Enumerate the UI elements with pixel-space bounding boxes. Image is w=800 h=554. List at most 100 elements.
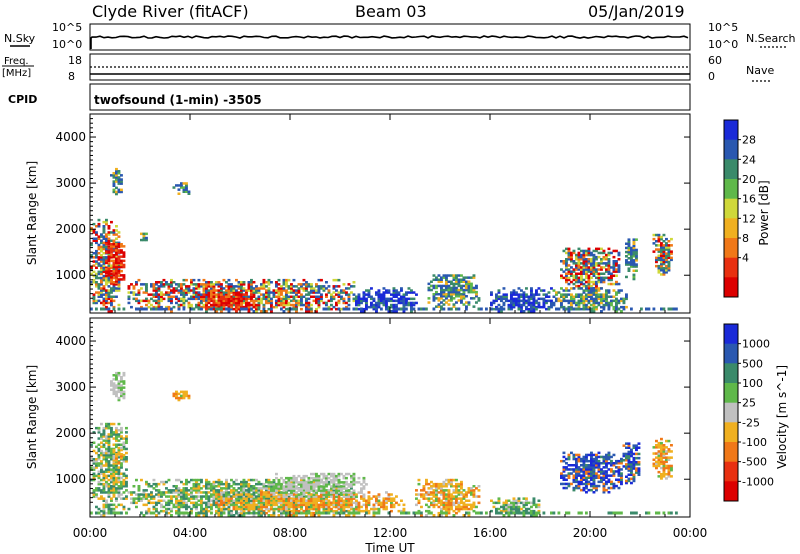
echo-cell bbox=[125, 476, 128, 480]
echo-cell bbox=[320, 497, 323, 500]
echo-cell bbox=[210, 493, 213, 496]
echo-cell bbox=[185, 497, 188, 500]
echo-cell bbox=[352, 299, 356, 303]
echo-cell bbox=[455, 478, 458, 482]
echo-cell bbox=[345, 476, 348, 480]
echo-cell bbox=[327, 285, 331, 288]
echo-cell bbox=[662, 269, 666, 272]
echo-cell bbox=[250, 503, 253, 507]
echo-cell bbox=[117, 190, 121, 194]
echo-cell bbox=[527, 295, 531, 298]
echo-cell bbox=[465, 505, 468, 509]
echo-cell bbox=[457, 507, 461, 511]
echo-cell bbox=[587, 262, 591, 265]
echo-cell bbox=[205, 485, 208, 488]
echo-cell bbox=[357, 491, 361, 494]
echo-cell bbox=[280, 291, 283, 294]
echo-cell bbox=[540, 297, 543, 301]
echo-cell bbox=[302, 480, 306, 484]
echo-cell bbox=[257, 497, 261, 500]
echo-cell bbox=[115, 499, 118, 502]
echo-cell bbox=[577, 266, 581, 269]
echo-cell bbox=[180, 297, 183, 301]
echo-cell bbox=[282, 505, 286, 509]
echo-cell bbox=[335, 307, 338, 311]
echo-cell bbox=[140, 499, 143, 502]
date-title: 05/Jan/2019 bbox=[588, 2, 685, 21]
echo-cell bbox=[260, 509, 263, 513]
echo-cell bbox=[112, 493, 116, 496]
echo-cell bbox=[265, 489, 268, 492]
echo-cell bbox=[300, 493, 303, 496]
echo-cell bbox=[175, 495, 178, 498]
echo-cell bbox=[395, 295, 398, 298]
echo-cell bbox=[157, 301, 161, 305]
echo-cell bbox=[115, 478, 118, 482]
echo-cell bbox=[182, 491, 186, 494]
echo-cell bbox=[577, 293, 581, 296]
echo-cell bbox=[275, 491, 278, 494]
echo-cell bbox=[257, 505, 261, 509]
echo-cell bbox=[365, 509, 368, 513]
echo-cell bbox=[532, 305, 536, 309]
echo-cell bbox=[365, 293, 368, 296]
echo-cell bbox=[182, 295, 186, 298]
echo-cell bbox=[667, 240, 671, 243]
echo-cell bbox=[307, 491, 311, 494]
echo-cell bbox=[105, 256, 108, 259]
echo-cell bbox=[330, 503, 333, 507]
echo-cell bbox=[577, 307, 581, 311]
echo-cell bbox=[107, 281, 111, 284]
echo-cell bbox=[612, 305, 616, 309]
echo-cell bbox=[582, 249, 586, 253]
echo-cell bbox=[207, 291, 211, 294]
echo-cell bbox=[475, 295, 478, 298]
echo-cell bbox=[490, 301, 493, 305]
echo-cell bbox=[432, 495, 436, 498]
echo-cell bbox=[182, 495, 186, 498]
echo-cell bbox=[575, 268, 578, 271]
echo-cell bbox=[560, 305, 563, 309]
echo-cell bbox=[97, 474, 101, 478]
echo-cell bbox=[95, 426, 98, 430]
echo-cell bbox=[625, 250, 628, 254]
echo-cell bbox=[530, 293, 533, 296]
echo-cell bbox=[210, 503, 213, 507]
echo-cell bbox=[595, 255, 598, 259]
echo-cell bbox=[590, 253, 593, 257]
echo-cell bbox=[440, 503, 443, 507]
echo-cell bbox=[570, 274, 573, 277]
echo-cell bbox=[257, 491, 261, 494]
echo-cell bbox=[307, 499, 311, 502]
echo-cell bbox=[342, 505, 346, 509]
echo-cell bbox=[320, 503, 323, 507]
echo-cell bbox=[227, 299, 231, 303]
echo-cell bbox=[607, 303, 611, 307]
echo-cell bbox=[125, 485, 128, 488]
echo-cell bbox=[302, 289, 306, 292]
echo-cell bbox=[582, 299, 586, 303]
echo-cell bbox=[585, 295, 588, 298]
echo-cell bbox=[267, 493, 271, 496]
echo-cell bbox=[602, 307, 606, 311]
echo-cell bbox=[242, 493, 246, 496]
echo-cell bbox=[102, 227, 106, 230]
echo-cell bbox=[110, 489, 113, 492]
echo-cell bbox=[232, 505, 236, 509]
echo-cell bbox=[257, 507, 261, 511]
echo-cell bbox=[615, 291, 618, 294]
echo-cell bbox=[462, 303, 466, 306]
echo-cell bbox=[377, 301, 381, 305]
echo-cell bbox=[307, 297, 311, 301]
echo-cell bbox=[212, 307, 216, 311]
echo-cell bbox=[152, 305, 156, 309]
echo-cell bbox=[170, 297, 173, 301]
echo-cell bbox=[477, 307, 481, 311]
echo-cell bbox=[210, 285, 213, 288]
echo-cell bbox=[180, 501, 183, 505]
echo-cell bbox=[230, 503, 233, 507]
echo-cell bbox=[567, 272, 571, 275]
echo-cell bbox=[282, 287, 286, 290]
echo-cell bbox=[110, 269, 113, 273]
echo-cell bbox=[437, 501, 441, 505]
